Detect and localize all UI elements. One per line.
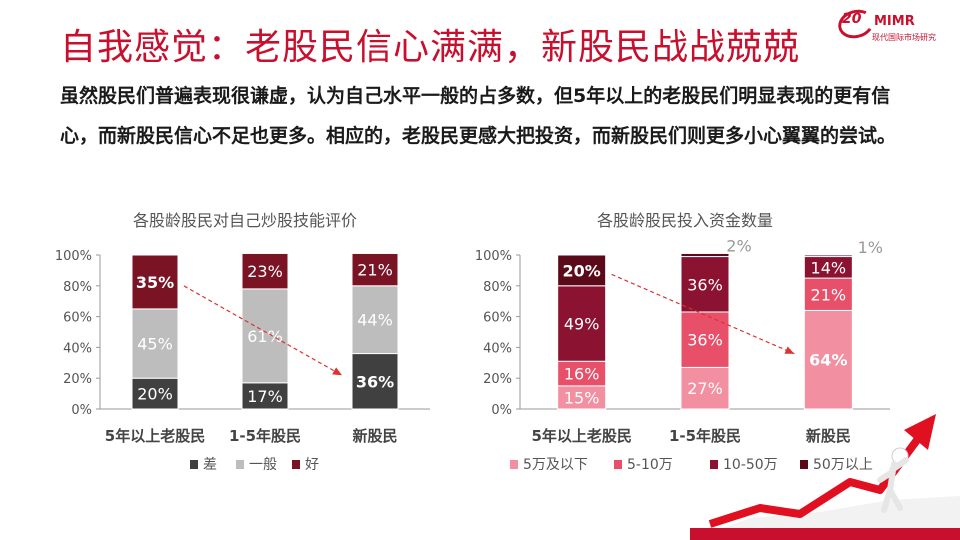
category-label: 1-5年股民: [229, 427, 301, 445]
investment-amount-chart: 各股龄股民投入资金数量 0% 20% 40% 60% 80% 100% 15% 27% 64% 16…: [470, 200, 890, 490]
bar-segment: [241, 252, 289, 290]
data-label: 36%: [687, 275, 723, 294]
deco-red-arrow-head: [904, 414, 936, 450]
legend-label: 10-50万: [723, 457, 778, 473]
category-label: 5年以上老股民: [531, 427, 631, 445]
y-tick-label: 20%: [483, 372, 512, 387]
data-label: 20%: [137, 385, 173, 404]
chart-title: 各股龄股民投入资金数量: [597, 211, 773, 230]
logo-subtitle: 现代国际市场研究: [872, 33, 936, 42]
data-label: 2%: [726, 236, 751, 255]
data-label: 44%: [357, 311, 393, 330]
data-label: 36%: [687, 331, 723, 350]
annotation-arrow-line: [611, 273, 795, 355]
y-tick-label: 40%: [483, 341, 512, 356]
data-label: 36%: [356, 372, 394, 391]
data-label: 17%: [247, 387, 283, 406]
legend-label: 50万以上: [813, 457, 873, 473]
legend-label: 好: [305, 457, 319, 473]
legend-swatch: [800, 460, 808, 469]
deco-red-arrow-line: [708, 433, 924, 528]
bar-segment: [680, 256, 730, 313]
logo-text: MIMR: [874, 14, 915, 29]
data-label: 15%: [564, 388, 600, 407]
legend-label: 一般: [249, 457, 277, 473]
data-label: 35%: [136, 273, 174, 292]
legend-label: 差: [203, 457, 217, 473]
deco-figure-body: [877, 457, 909, 513]
bar-segment: [131, 254, 179, 310]
data-label: 27%: [687, 379, 723, 398]
y-tick-label: 0%: [71, 403, 92, 418]
page-title: 自我感觉：老股民信心满满，新股民战战兢兢: [60, 27, 801, 68]
data-label: 21%: [811, 285, 847, 304]
bar-segment: [803, 254, 853, 258]
bar-segment: [680, 366, 730, 410]
data-label: 49%: [564, 315, 600, 334]
y-tick-label: 60%: [483, 311, 512, 326]
legend-label: 5万及以下: [523, 457, 588, 473]
bar-segment: [351, 252, 399, 287]
category-label: 5年以上老股民: [105, 427, 205, 445]
bar-segment: [557, 360, 607, 387]
data-label: 14%: [811, 258, 847, 277]
skill-rating-chart-svg: 各股龄股民对自己炒股技能评价 0% 20% 40% 60% 80% 100% 20% 17% 36…: [55, 211, 430, 473]
y-tick-label: 80%: [63, 280, 92, 295]
bar-segment: [131, 308, 179, 379]
decorative-growth-arrow-illustration: [690, 414, 960, 540]
legend-swatch: [510, 460, 518, 469]
annotation-arrow-head: [784, 346, 795, 354]
data-label: 23%: [247, 262, 283, 281]
data-label: 45%: [137, 335, 173, 354]
bar-segment: [680, 252, 730, 258]
skill-rating-chart: 各股龄股民对自己炒股技能评价 0% 20% 40% 60% 80% 100% 20% 17% 36…: [40, 200, 440, 490]
bar-segment: [131, 377, 179, 410]
description-paragraph: 虽然股民们普遍表现很谦虚，认为自己水平一般的占多数，但5年以上的老股民们明显表现…: [60, 85, 897, 147]
legend-swatch: [292, 460, 300, 469]
data-label: 1%: [858, 238, 883, 257]
y-tick-label: 40%: [63, 341, 92, 356]
deco-bottom-band: [690, 528, 960, 540]
legend-swatch: [710, 460, 718, 469]
legend-label: 5-10万: [627, 457, 673, 473]
data-label: 20%: [563, 261, 601, 280]
brand-logo: 20 MIMR 现代国际市场研究: [834, 5, 950, 48]
chart-title: 各股龄股民对自己炒股技能评价: [133, 211, 357, 230]
bar-segment: [803, 309, 853, 410]
y-tick-label: 100%: [55, 249, 92, 264]
data-label: 16%: [564, 365, 600, 384]
annotation-arrow-head: [332, 367, 342, 376]
category-label: 1-5年股民: [669, 427, 741, 445]
y-tick-label: 100%: [475, 249, 512, 264]
data-label: 61%: [247, 327, 283, 346]
bar-segment: [803, 277, 853, 311]
annotation-arrow-line: [183, 285, 343, 376]
legend-swatch: [236, 460, 244, 469]
bar-segment: [557, 285, 607, 362]
category-label: 新股民: [352, 427, 397, 445]
y-tick-label: 80%: [483, 280, 512, 295]
category-label: 新股民: [806, 427, 851, 445]
y-tick-label: 20%: [63, 372, 92, 387]
data-label: 64%: [809, 351, 847, 370]
logo-number: 20: [842, 11, 862, 27]
bar-segment: [351, 285, 399, 355]
investment-amount-chart-svg: 各股龄股民投入资金数量 0% 20% 40% 60% 80% 100% 15% 27% 64% 16…: [475, 211, 890, 473]
y-tick-label: 60%: [63, 311, 92, 326]
y-tick-label: 0%: [491, 403, 512, 418]
data-label: 21%: [357, 261, 393, 280]
bar-segment: [557, 254, 607, 287]
bar-segment: [680, 311, 730, 368]
bar-segment: [241, 288, 289, 384]
legend-swatch: [614, 460, 622, 469]
legend-swatch: [190, 460, 198, 469]
